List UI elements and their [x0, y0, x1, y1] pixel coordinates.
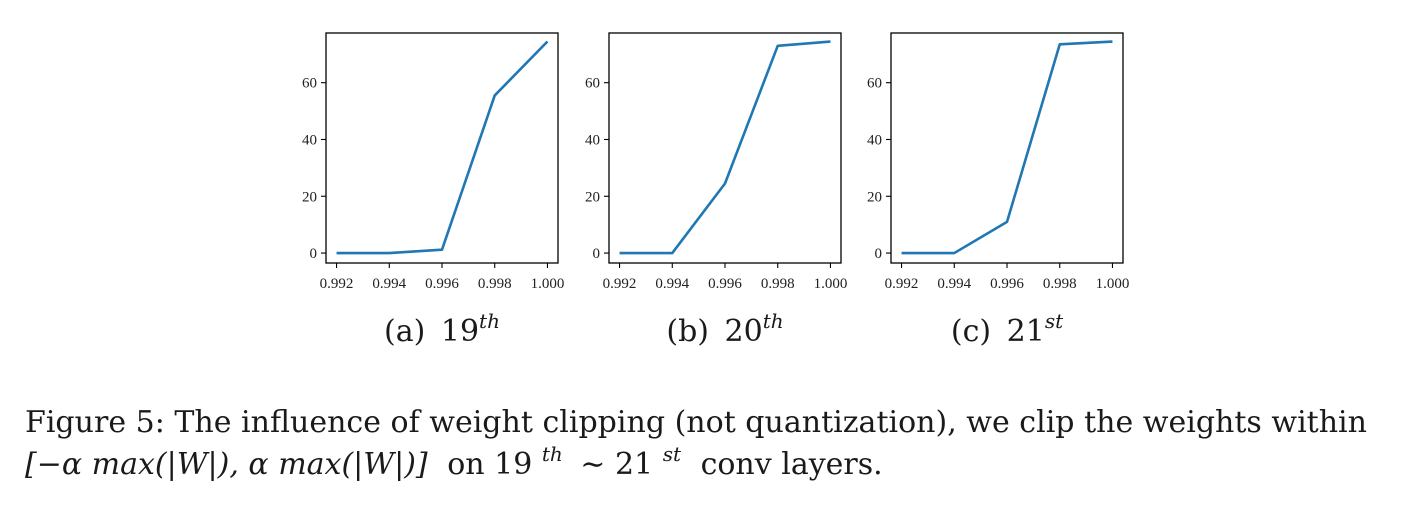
series-line: [619, 40, 831, 255]
caption-line-2: [−α max(|W|), α max(|W|)] on 19 th ∼ 21 …: [25, 434, 883, 482]
caption-sup-th: th: [542, 442, 563, 466]
x-tick-label: 0.998: [478, 276, 512, 292]
caption-on: on 19: [447, 447, 532, 482]
subplot-caption-suffix: th: [479, 309, 500, 333]
subplot-caption-label: (c): [951, 314, 1001, 349]
y-tick-label: 20: [585, 189, 600, 205]
figure-caption: Figure 5: The influence of weight clippi…: [25, 405, 1367, 482]
y-tick-label: 0: [875, 246, 883, 262]
y-tick-label: 60: [867, 76, 882, 92]
subplot-caption: (a) 19th: [384, 309, 500, 349]
y-tick-label: 60: [585, 76, 600, 92]
x-tick-label: 0.992: [320, 276, 354, 292]
x-tick-label: 1.000: [814, 276, 848, 292]
subplot-caption-layer: 20: [725, 314, 763, 349]
subplot-caption: (c) 21st: [951, 309, 1064, 349]
y-tick-label: 0: [593, 246, 601, 262]
y-tick-label: 0: [310, 246, 318, 262]
subplot-caption-suffix: st: [1045, 309, 1064, 333]
subplot-caption-suffix: th: [763, 309, 784, 333]
subplot-caption-layer: 21: [1007, 314, 1045, 349]
y-tick-label: 40: [585, 132, 600, 148]
subplot-3: 0 20 40 60 0.992 0.994 0.996 0.998 1.000 (c) 21st: [867, 32, 1130, 349]
y-tick-label: 60: [302, 76, 317, 92]
x-tick-label: 0.996: [425, 276, 459, 292]
x-tick-label: 0.998: [761, 276, 795, 292]
axes-frame: [608, 32, 842, 264]
x-tick-label: 0.998: [1043, 276, 1077, 292]
subplot-caption-label: (b): [666, 314, 718, 349]
caption-math: [−α max(|W|), α max(|W|)]: [25, 447, 428, 482]
subplot-caption: (b) 20th: [666, 309, 783, 349]
x-tick-label: 0.994: [937, 276, 971, 292]
x-tick-label: 0.992: [885, 276, 919, 292]
x-tick-label: 1.000: [1096, 276, 1130, 292]
x-tick-label: 0.994: [655, 276, 689, 292]
caption-line-1: Figure 5: The influence of weight clippi…: [25, 405, 1367, 440]
caption-sup-st: st: [663, 442, 682, 466]
y-tick-label: 20: [302, 189, 317, 205]
caption-end: conv layers.: [701, 447, 883, 482]
x-tick-label: 0.992: [603, 276, 637, 292]
series-line: [901, 40, 1113, 255]
x-tick-label: 0.994: [372, 276, 406, 292]
x-tick-label: 0.996: [990, 276, 1024, 292]
y-tick-label: 40: [867, 132, 882, 148]
y-tick-label: 20: [867, 189, 882, 205]
subplot-1: 0 20 40 60 0.992 0.994 0.996 0.998 1.000 (a) 19th: [302, 32, 565, 349]
series-line: [336, 40, 549, 255]
caption-tilde: ∼ 21: [580, 447, 653, 482]
x-tick-label: 1.000: [531, 276, 565, 292]
subplot-caption-layer: 19: [441, 314, 479, 349]
axes-frame: [890, 32, 1124, 264]
y-tick-label: 40: [302, 132, 317, 148]
x-tick-label: 0.996: [708, 276, 742, 292]
subplot-caption-label: (a): [384, 314, 435, 349]
